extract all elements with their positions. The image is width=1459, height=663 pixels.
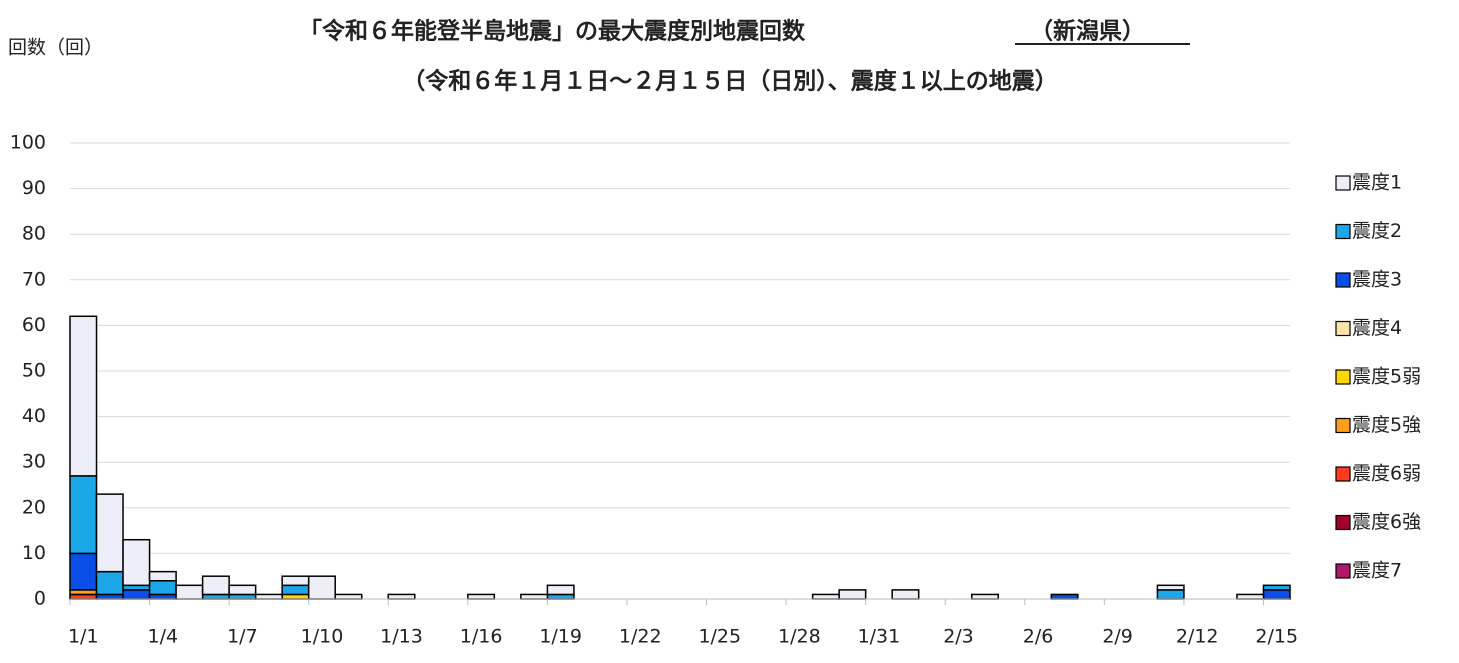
bar-segment [307,575,336,600]
y-tick-label: 70 [22,268,46,290]
bar-segment [1262,584,1291,591]
bar-segment [281,584,310,596]
legend-swatch [1335,514,1351,531]
bar-segment [1156,584,1185,591]
bar-segment [122,589,151,600]
bar-segment [1262,589,1291,600]
bar-segment [467,593,496,600]
bar-segment [838,589,867,600]
x-tick-label: 2/12 [1176,626,1219,648]
bar-segment [201,575,230,596]
legend-label: 震度2 [1352,220,1402,242]
bar-segment [891,589,920,600]
bar-segment [254,593,283,600]
bar-segment [95,493,124,573]
x-tick-label: 2/9 [1102,626,1133,648]
bar-segment [95,570,124,596]
legend-swatch [1335,175,1351,191]
bar-segment [970,593,1000,600]
x-tick-label: 1/13 [380,626,423,648]
y-tick-label: 0 [34,588,46,610]
x-tick-label: 1/19 [539,626,582,648]
bar-segment [387,593,416,600]
chart-title: 「令和６年能登半島地震」の最大震度別地震回数 [299,18,806,45]
legend-label: 震度4 [1352,317,1402,339]
legend-label: 震度5強 [1352,414,1421,436]
legend-label: 震度3 [1352,269,1402,291]
x-tick-label: 2/15 [1255,626,1298,648]
legend-swatch [1335,223,1351,240]
legend-label: 震度7 [1352,560,1402,582]
bar-segment [1156,589,1185,600]
x-tick-label: 1/16 [460,626,503,648]
x-tick-label: 1/7 [227,626,258,648]
x-tick-label: 1/25 [698,626,741,648]
bar-segment [281,575,310,587]
bar-segment [1050,593,1079,600]
legend-label: 震度6強 [1352,511,1421,533]
y-tick-label: 100 [10,132,46,154]
bar-segment [228,584,257,596]
y-tick-label: 60 [22,314,46,336]
x-tick-label: 1/4 [148,626,179,648]
y-tick-label: 50 [22,360,46,382]
bar-segment [148,580,177,596]
y-tick-label: 30 [22,451,46,473]
bar-segment [69,315,98,477]
legend-label: 震度5弱 [1352,366,1421,388]
x-tick-label: 1/31 [858,626,901,648]
legend-swatch [1335,563,1351,579]
y-tick-label: 10 [22,542,46,564]
bar-segment [122,538,151,587]
bar-segment [69,475,98,555]
legend-label: 震度1 [1352,172,1402,194]
y-tick-label: 40 [22,405,46,427]
bar-segment [148,570,177,582]
y-tick-label: 20 [22,496,46,518]
chart-subtitle: （令和６年１月１日～２月１５日（日別）、震度１以上の地震） [402,68,1058,95]
y-tick-label: 90 [22,177,46,199]
bar-segment [520,593,549,600]
chart-title-emphasis: （新潟県） [1030,18,1145,45]
bar-segment [1236,593,1265,600]
legend-swatch [1335,320,1351,337]
legend-swatch [1335,272,1351,288]
y-tick-label: 80 [22,223,46,245]
x-tick-label: 1/1 [68,626,99,648]
bar-segment [175,584,204,600]
legend-label: 震度6弱 [1352,463,1421,485]
x-tick-label: 2/6 [1023,626,1054,648]
bar-segment [546,584,575,596]
legend-swatch [1335,466,1351,482]
x-tick-label: 1/22 [619,626,662,648]
legend-swatch [1335,369,1351,385]
bar-segment [811,593,840,600]
x-tick-label: 1/10 [301,626,344,648]
x-tick-label: 2/3 [943,626,974,648]
bar-segment [334,593,363,600]
legend-swatch [1335,417,1351,434]
y-axis-label: 回数（回） [8,37,103,59]
bar-segment [69,552,98,591]
x-tick-label: 1/28 [778,626,821,648]
